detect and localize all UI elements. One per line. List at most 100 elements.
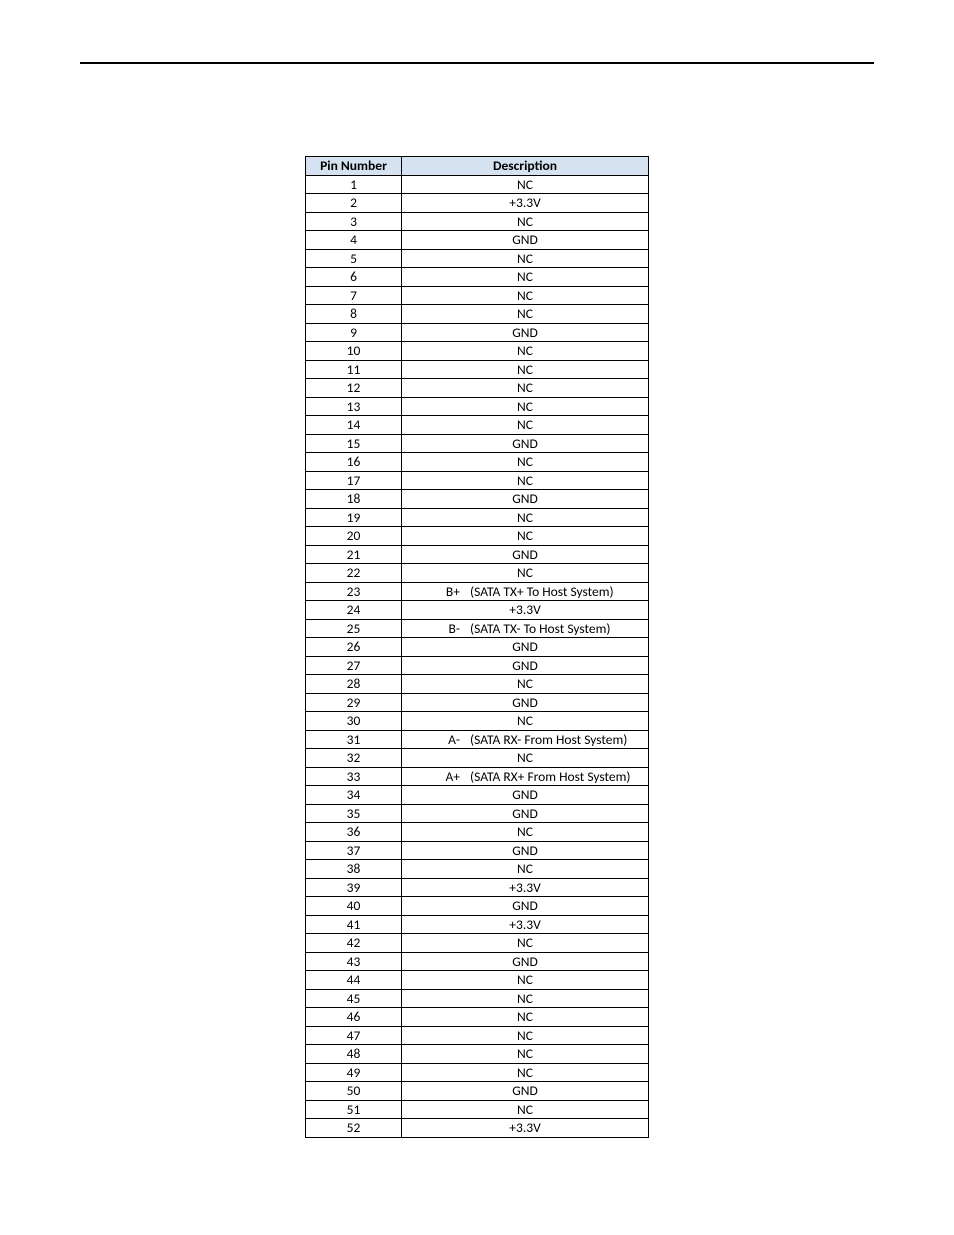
pin-number-cell: 21 xyxy=(306,545,402,564)
table-row: 18GND xyxy=(306,490,649,509)
table-row: 6NC xyxy=(306,268,649,287)
description-cell: NC xyxy=(402,508,649,527)
pin-number-cell: 29 xyxy=(306,693,402,712)
signal-description: NC xyxy=(517,1047,533,1061)
table-row: 52+3.3V xyxy=(306,1119,649,1138)
signal-description: GND xyxy=(512,955,538,969)
signal-prefix: B+ xyxy=(406,585,470,599)
signal-description: NC xyxy=(517,1010,533,1024)
pin-number-cell: 13 xyxy=(306,397,402,416)
table-row: 38NC xyxy=(306,860,649,879)
pin-number-cell: 3 xyxy=(306,212,402,231)
signal-description: GND xyxy=(512,659,538,673)
signal-description: GND xyxy=(512,1084,538,1098)
table-row: 48 NC xyxy=(306,1045,649,1064)
description-cell: +3.3V xyxy=(402,878,649,897)
header-description: Description xyxy=(402,157,649,176)
description-cell: GND xyxy=(402,804,649,823)
table-row: 50GND xyxy=(306,1082,649,1101)
pin-number-cell: 45 xyxy=(306,989,402,1008)
pin-number-cell: 2 xyxy=(306,194,402,213)
signal-description: NC xyxy=(517,862,533,876)
table-row: 35 GND xyxy=(306,804,649,823)
table-row: 23 B+(SATA TX+ To Host System) xyxy=(306,582,649,601)
signal-description: (SATA TX- To Host System) xyxy=(470,622,644,636)
pin-number-cell: 16 xyxy=(306,453,402,472)
pin-number-cell: 47 xyxy=(306,1026,402,1045)
pin-number-cell: 5 xyxy=(306,249,402,268)
pin-number-cell: 7 xyxy=(306,286,402,305)
description-cell: NC xyxy=(402,305,649,324)
signal-description: NC xyxy=(517,511,533,525)
table-row: 31A-(SATA RX- From Host System) xyxy=(306,730,649,749)
signal-description: +3.3V xyxy=(509,196,540,210)
table-row: 45NC xyxy=(306,989,649,1008)
signal-description: NC xyxy=(517,474,533,488)
description-cell: NC xyxy=(402,212,649,231)
signal-description: (SATA TX+ To Host System) xyxy=(470,585,644,599)
table-row: 44NC xyxy=(306,971,649,990)
pin-number-cell: 14 xyxy=(306,416,402,435)
document-page: Pin Number Description 1NC2+3.3V3NC4GND5… xyxy=(0,0,954,1235)
signal-description: GND xyxy=(512,640,538,654)
description-cell: NC xyxy=(402,1026,649,1045)
description-cell: NC xyxy=(402,527,649,546)
description-cell: NC xyxy=(402,564,649,583)
description-cell: GND xyxy=(402,231,649,250)
table-row: 43 GND xyxy=(306,952,649,971)
table-row: 51NC xyxy=(306,1100,649,1119)
description-cell: NC xyxy=(402,1008,649,1027)
signal-description: GND xyxy=(512,899,538,913)
pin-number-cell: 22 xyxy=(306,564,402,583)
description-cell: NC xyxy=(402,1100,649,1119)
table-row: 2 +3.3V xyxy=(306,194,649,213)
description-cell: GND xyxy=(402,490,649,509)
pin-number-cell: 8 xyxy=(306,305,402,324)
description-cell: +3.3V xyxy=(402,194,649,213)
description-cell: NC xyxy=(402,934,649,953)
table-row: 25B-(SATA TX- To Host System) xyxy=(306,619,649,638)
pin-number-cell: 37 xyxy=(306,841,402,860)
pin-number-cell: 4 xyxy=(306,231,402,250)
header-rule xyxy=(80,62,874,64)
signal-description: (SATA RX- From Host System) xyxy=(470,733,644,747)
table-row: 7NC xyxy=(306,286,649,305)
description-cell: GND xyxy=(402,656,649,675)
table-row: 19NC xyxy=(306,508,649,527)
pin-number-cell: 48 xyxy=(306,1045,402,1064)
description-cell: NC xyxy=(402,823,649,842)
table-row: 4GND xyxy=(306,231,649,250)
description-cell: NC xyxy=(402,712,649,731)
pin-number-cell: 11 xyxy=(306,360,402,379)
description-cell: NC xyxy=(402,1045,649,1064)
header-pin-number: Pin Number xyxy=(306,157,402,176)
description-cell: NC xyxy=(402,471,649,490)
signal-description: NC xyxy=(517,455,533,469)
description-cell: +3.3V xyxy=(402,1119,649,1138)
signal-description: NC xyxy=(517,1066,533,1080)
pin-number-cell: 43 xyxy=(306,952,402,971)
description-cell: GND xyxy=(402,434,649,453)
description-cell: A+(SATA RX+ From Host System) xyxy=(402,767,649,786)
signal-description: NC xyxy=(517,973,533,987)
table-row: 5NC xyxy=(306,249,649,268)
pin-number-cell: 25 xyxy=(306,619,402,638)
description-cell: A-(SATA RX- From Host System) xyxy=(402,730,649,749)
table-row: 21 GND xyxy=(306,545,649,564)
description-cell: NC xyxy=(402,342,649,361)
pin-number-cell: 36 xyxy=(306,823,402,842)
signal-description: GND xyxy=(512,844,538,858)
description-cell: GND xyxy=(402,693,649,712)
table-row: 46NC xyxy=(306,1008,649,1027)
signal-description: GND xyxy=(512,548,538,562)
signal-description: GND xyxy=(512,807,538,821)
description-cell: +3.3V xyxy=(402,915,649,934)
signal-description: NC xyxy=(517,566,533,580)
signal-description: NC xyxy=(517,400,533,414)
signal-description: +3.3V xyxy=(509,603,540,617)
table-row: 33A+(SATA RX+ From Host System) xyxy=(306,767,649,786)
pin-number-cell: 35 xyxy=(306,804,402,823)
pin-number-cell: 23 xyxy=(306,582,402,601)
signal-prefix: A+ xyxy=(406,770,470,784)
signal-description: NC xyxy=(517,363,533,377)
